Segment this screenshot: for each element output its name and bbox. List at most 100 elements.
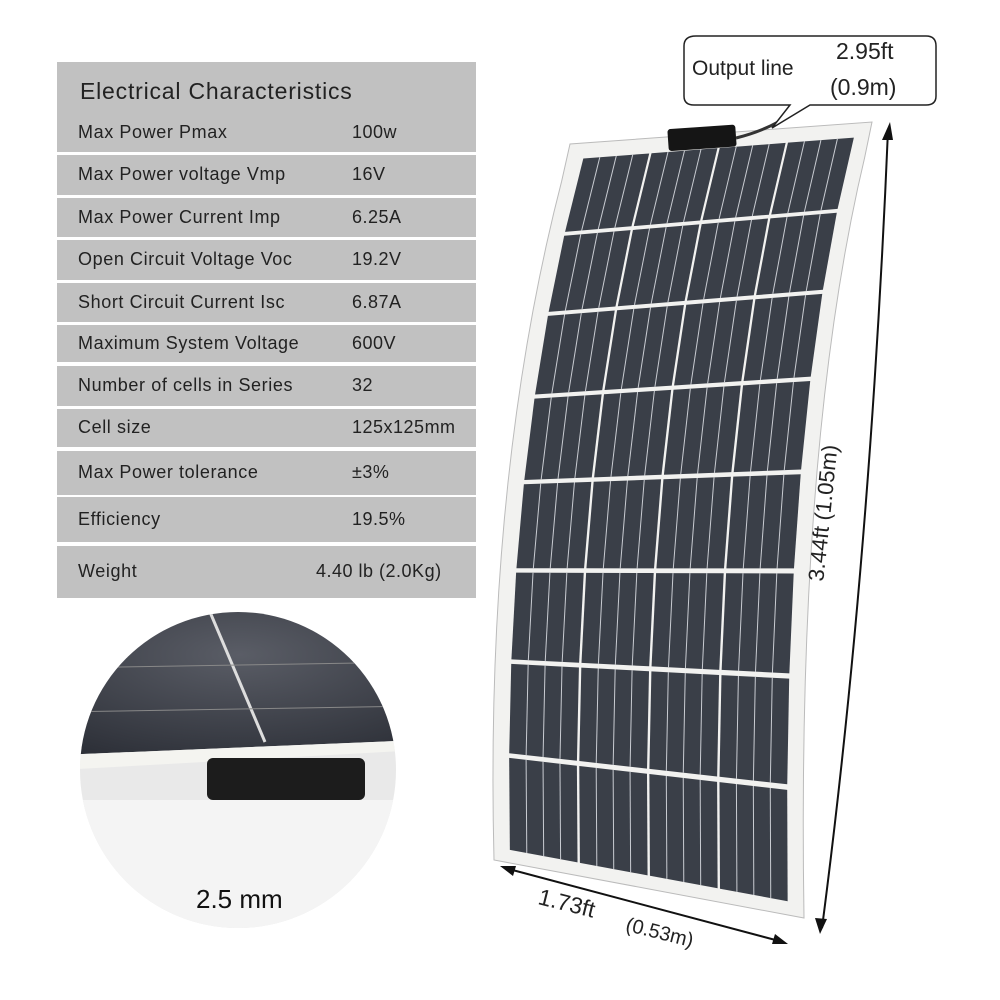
cell-busbar — [820, 138, 838, 211]
spec-row: Max Power Pmax 100w — [57, 114, 476, 152]
cell-busbar — [718, 146, 737, 220]
cell-busbar — [703, 222, 719, 300]
cell-busbar — [650, 227, 667, 304]
cell-busbar — [612, 769, 615, 870]
cell-busbar — [561, 572, 568, 662]
spec-value: 16V — [352, 164, 386, 184]
cell-busbar — [766, 383, 778, 471]
cell-busbar — [649, 151, 669, 225]
cell-busbar — [525, 759, 528, 854]
cell-busbar — [532, 483, 542, 569]
spec-value: 32 — [352, 375, 374, 395]
cell-busbar — [769, 677, 773, 783]
spec-label: Efficiency — [78, 508, 161, 529]
cell-busbar — [759, 297, 773, 380]
cell-busbar — [551, 314, 566, 394]
spec-label: Max Power Current Imp — [78, 206, 281, 227]
cell-busbar — [542, 665, 546, 758]
cell-busbar — [684, 573, 691, 669]
spec-value: 4.40 lb (2.0Kg) — [316, 561, 442, 581]
cell-busbar — [755, 573, 761, 672]
spec-value: 6.87A — [352, 291, 402, 312]
spec-row: Maximum System Voltage 600V — [57, 325, 476, 362]
cell-busbar — [699, 779, 702, 886]
cell-busbar — [527, 572, 534, 661]
width-arrow — [504, 867, 784, 943]
spec-row: Weight 4.40 lb (2.0Kg) — [57, 546, 476, 598]
spec-label: Max Power tolerance — [78, 462, 259, 482]
cell-busbar — [602, 481, 612, 569]
cell-busbar — [557, 396, 569, 479]
cell-busbar — [665, 775, 668, 879]
cell-busbar — [735, 675, 739, 779]
cell-busbar — [787, 141, 805, 214]
height-arrow — [821, 129, 889, 929]
spec-label: Max Power voltage Vmp — [78, 164, 286, 184]
thickness-label: 2.5 mm — [196, 884, 283, 914]
dimension-arrows — [500, 122, 893, 944]
callout-box — [683, 35, 937, 129]
cell-busbar — [667, 573, 674, 668]
cell-busbar — [776, 296, 790, 379]
cell-busbar — [759, 475, 768, 569]
cell-busbar — [619, 480, 628, 569]
cell-busbar — [540, 397, 552, 480]
spec-row: Short Circuit Current Isc 6.87A — [57, 283, 476, 322]
cell-busbar — [783, 382, 794, 471]
cell-busbar — [549, 483, 559, 569]
cell-busbar — [629, 771, 632, 873]
cell-busbar — [581, 232, 598, 310]
spec-value: 125x125mm — [352, 417, 456, 437]
cell-busbar — [706, 477, 715, 569]
cell-busbar — [595, 767, 598, 866]
spec-value: 600V — [352, 332, 397, 353]
cell-busbar — [772, 216, 788, 294]
cell-busbar — [665, 672, 669, 771]
cell-busbar — [776, 474, 785, 569]
cell-busbar — [595, 668, 599, 763]
cell-busbar — [644, 390, 655, 476]
cell-busbar — [629, 670, 633, 767]
cell-busbar — [672, 478, 681, 569]
cell-busbar — [736, 219, 752, 297]
junction-box-icon — [207, 758, 365, 800]
spec-value: 100w — [352, 122, 398, 142]
cell-busbar — [667, 225, 684, 303]
cell-busbar — [597, 155, 617, 230]
spec-label: Cell size — [78, 417, 152, 437]
cell-busbar — [566, 482, 575, 569]
cell-busbar — [568, 313, 582, 393]
spec-row: Open Circuit Voltage Voc 19.2V — [57, 240, 476, 280]
spec-label: Open Circuit Voltage Voc — [78, 249, 293, 269]
cell-busbar — [751, 144, 770, 217]
solar-panel — [492, 120, 873, 919]
cell-busbar — [654, 306, 668, 387]
cell-busbar — [689, 477, 698, 569]
cell-busbar — [701, 573, 708, 669]
cell-busbar — [610, 393, 622, 477]
cell-busbar — [805, 214, 821, 292]
spec-row: Cell size 125x125mm — [57, 409, 476, 447]
cell-busbar — [683, 149, 702, 223]
spec-label: Maximum System Voltage — [78, 332, 300, 353]
spec-value: 6.25A — [352, 206, 402, 227]
spec-table-header: Electrical Characteristics — [57, 62, 476, 114]
cell-busbar — [584, 311, 599, 392]
cell-busbar — [634, 228, 651, 306]
cell-busbar — [738, 573, 744, 671]
cell-busbar — [682, 673, 686, 773]
cell-busbar — [735, 145, 754, 218]
cell-busbar — [620, 308, 635, 389]
cell-busbar — [789, 215, 805, 293]
spec-row: Max Power Current Imp 6.25A — [57, 198, 476, 237]
cell-busbar — [614, 154, 634, 228]
cell-busbar — [690, 303, 704, 385]
cell-busbar — [637, 307, 651, 388]
cell-busbar — [742, 476, 751, 569]
cell-busbar — [793, 295, 807, 378]
cell-busbar — [631, 572, 638, 666]
cell-busbar — [614, 572, 621, 665]
cell-busbar — [564, 234, 582, 311]
